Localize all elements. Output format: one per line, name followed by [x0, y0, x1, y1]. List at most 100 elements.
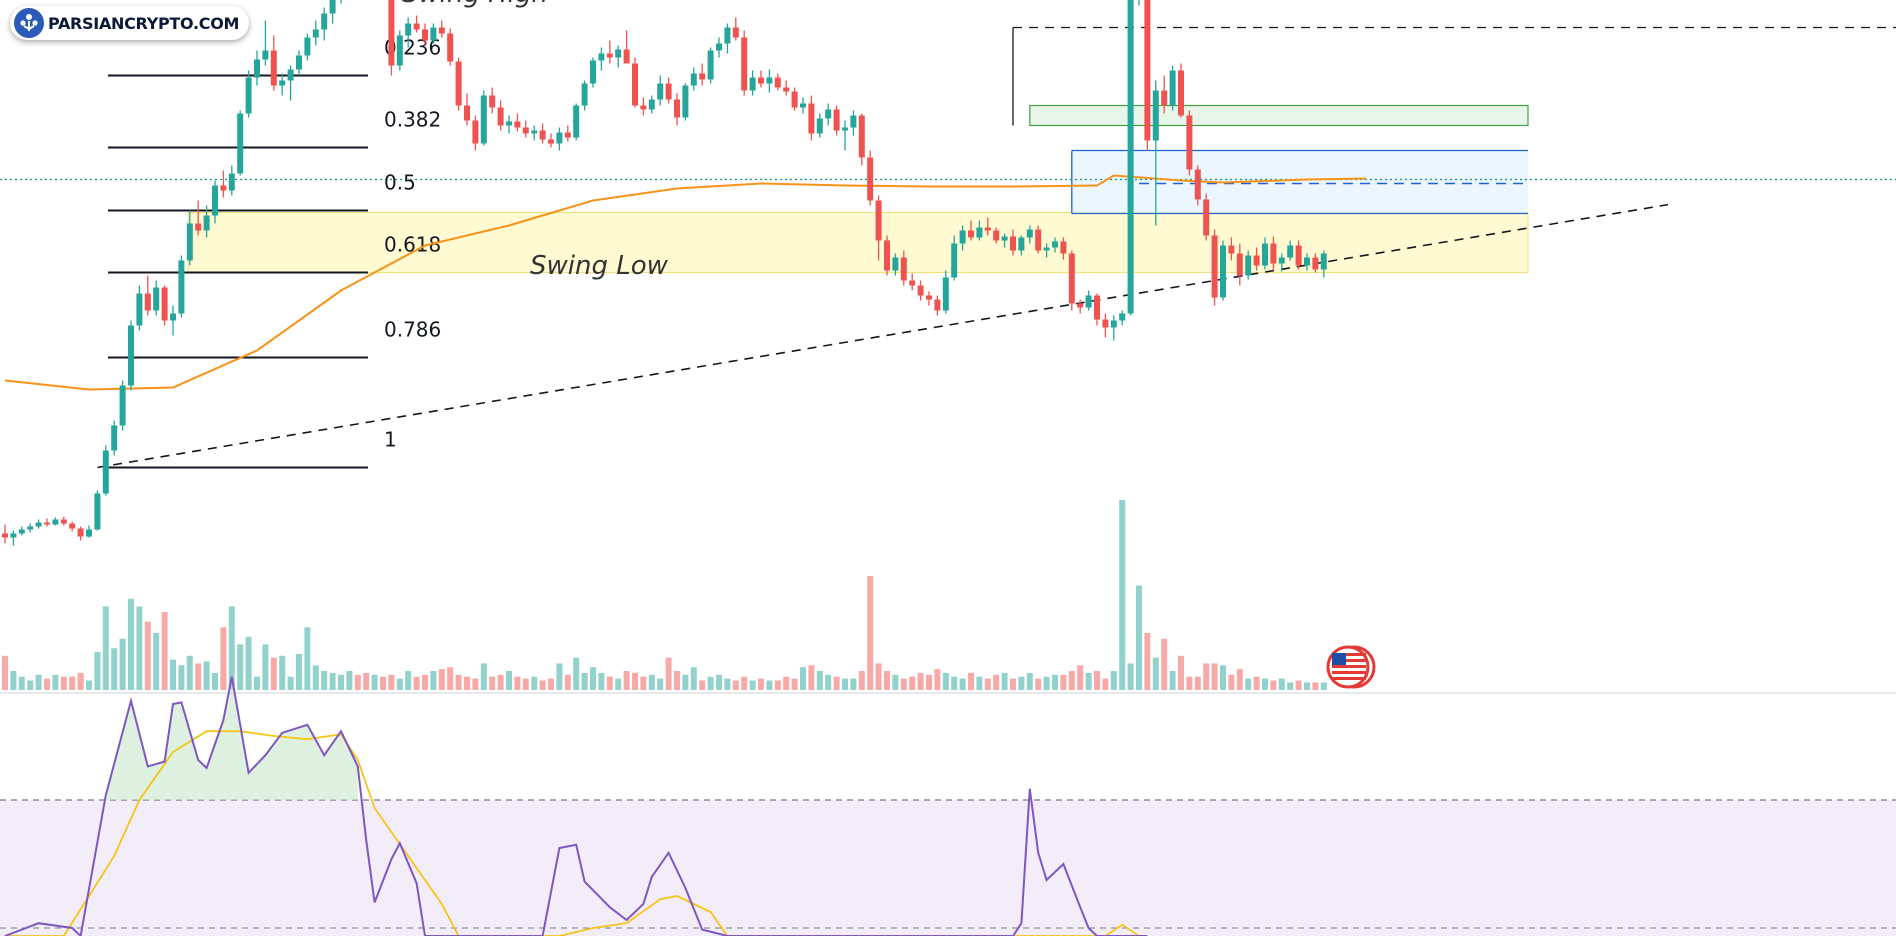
- candle-body: [976, 227, 983, 238]
- volume-bar: [1220, 665, 1226, 690]
- volume-bar: [674, 671, 680, 690]
- candle-body: [984, 227, 991, 231]
- candle-body: [783, 87, 790, 92]
- volume-bar: [884, 671, 890, 690]
- volume-bar: [144, 621, 151, 690]
- candle-body: [674, 99, 680, 118]
- volume-bar: [917, 672, 924, 690]
- candle-body: [170, 313, 176, 321]
- volume-bar: [606, 676, 613, 690]
- consolidation-box: [1071, 150, 1528, 214]
- volume-bar: [648, 674, 655, 690]
- volume-bar: [1068, 671, 1075, 690]
- volume-bar: [1060, 674, 1067, 690]
- volume-bar: [69, 676, 76, 690]
- candle-body: [1052, 241, 1058, 248]
- volume-bar: [1085, 672, 1092, 690]
- candle-body: [2, 533, 8, 538]
- flag-stripe: [1332, 677, 1366, 680]
- candle-body: [161, 287, 168, 321]
- volume-bar: [564, 674, 571, 690]
- candle-body: [548, 139, 554, 144]
- candle-body: [287, 69, 294, 81]
- fib-level-label: 0.5: [384, 171, 416, 195]
- candle-body: [934, 299, 941, 311]
- oscillator-signal-line: [5, 730, 1140, 937]
- volume-bar: [1144, 633, 1151, 690]
- candle-body: [522, 127, 529, 134]
- volume-bar: [968, 672, 974, 690]
- candle-body: [766, 77, 773, 84]
- candle-body: [808, 103, 815, 134]
- volume-bar: [422, 674, 428, 690]
- candle-body: [1236, 253, 1243, 276]
- volume-bar: [1228, 674, 1235, 690]
- candle-body: [1228, 245, 1235, 254]
- volume-bar: [934, 669, 941, 690]
- volume-bar: [430, 671, 437, 690]
- volume-bar: [1136, 585, 1142, 690]
- candle-body: [724, 27, 731, 44]
- candle-body: [270, 50, 277, 86]
- volume-bar: [203, 661, 210, 690]
- candle-body: [1161, 90, 1168, 106]
- volume-bar: [732, 680, 739, 690]
- candle-body: [430, 27, 437, 41]
- candle-body: [1186, 115, 1193, 170]
- volume-bar: [363, 672, 370, 690]
- candle-body: [1094, 295, 1100, 320]
- candle-body: [413, 23, 420, 30]
- candle-body: [1287, 245, 1294, 258]
- volume-bar: [1001, 672, 1008, 690]
- volume-bar: [1052, 674, 1058, 690]
- volume-bar: [1077, 665, 1084, 690]
- volume-bar: [111, 648, 118, 690]
- candle-body: [833, 109, 840, 131]
- candle-body: [1203, 199, 1210, 236]
- candle-body: [959, 230, 966, 244]
- candle-body: [329, 0, 336, 14]
- volume-bar: [220, 627, 227, 690]
- candle-body: [262, 50, 269, 60]
- volume-bar: [245, 636, 252, 690]
- candle-body: [892, 257, 899, 271]
- candle-body: [1220, 245, 1226, 298]
- volume-bar: [438, 669, 445, 690]
- volume-bar: [1194, 676, 1201, 690]
- volume-bar: [102, 606, 109, 690]
- volume-bar: [396, 678, 403, 690]
- volume-bar: [1169, 671, 1176, 690]
- volume-bar: [262, 644, 269, 690]
- candle-body: [506, 121, 512, 126]
- candle-body: [690, 73, 697, 86]
- candle-body: [716, 43, 722, 51]
- volume-bar: [1295, 680, 1302, 690]
- candle-body: [884, 240, 890, 271]
- candle-body: [35, 522, 42, 527]
- candle-body: [296, 55, 302, 70]
- fib-level-label: 0.786: [384, 318, 441, 342]
- candle-body: [665, 83, 672, 100]
- volume-bar: [44, 678, 50, 690]
- candle-body: [1068, 253, 1075, 304]
- candle-body: [455, 61, 462, 106]
- volume-bar: [1178, 655, 1184, 690]
- candle-body: [1035, 229, 1042, 251]
- volume-bar: [707, 676, 714, 690]
- volume-bar: [1320, 682, 1327, 690]
- volume-bar: [1253, 676, 1260, 690]
- candle-body: [758, 77, 764, 84]
- volume-bar: [741, 676, 748, 690]
- volume-bar: [346, 671, 353, 690]
- volume-bar: [1119, 500, 1126, 690]
- volume-bar: [287, 676, 294, 690]
- volume-bar: [951, 676, 958, 690]
- volume-bar: [984, 678, 991, 690]
- candle-body: [707, 50, 714, 80]
- candle-body: [203, 215, 210, 231]
- candle-body: [119, 385, 126, 426]
- volume-bar: [665, 657, 672, 690]
- candle-body: [1270, 243, 1277, 264]
- volume-bar: [858, 671, 865, 690]
- moving-average-line: [4, 174, 1366, 391]
